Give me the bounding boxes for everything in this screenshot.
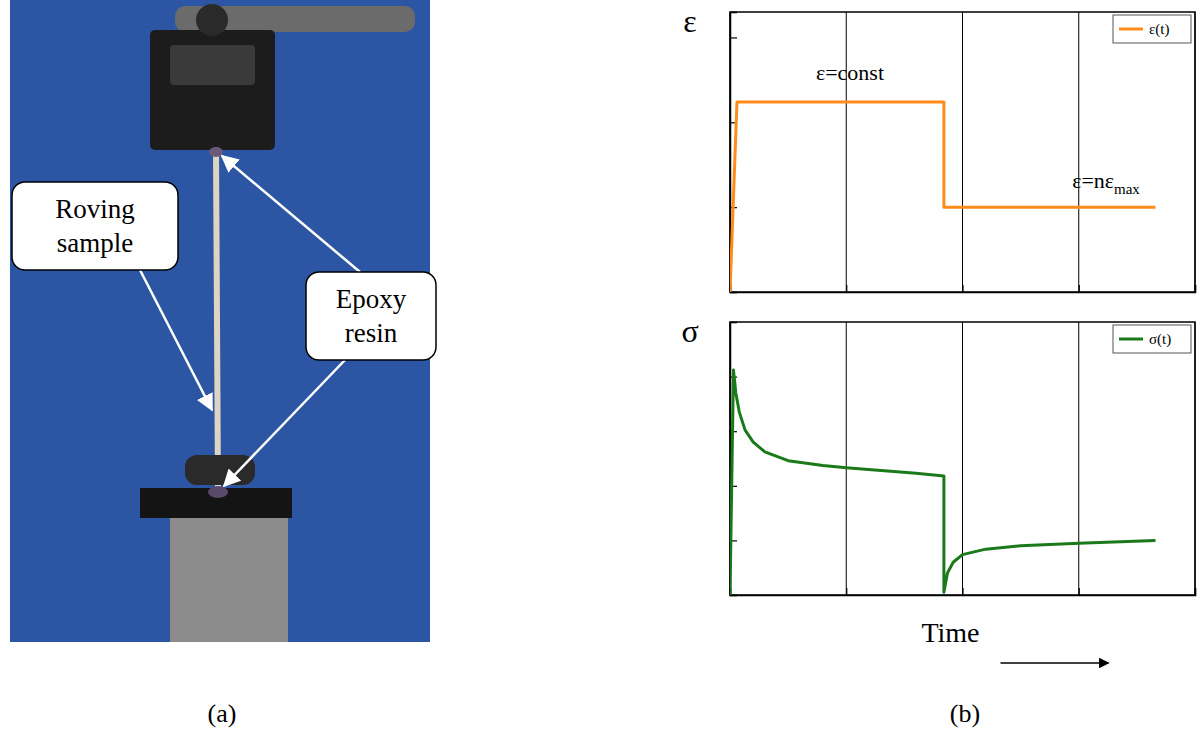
legend-label: ε(t) — [1149, 21, 1169, 38]
callout-box — [12, 182, 178, 270]
arrow-epoxy-top — [222, 156, 360, 272]
time-arrow — [1001, 662, 1109, 664]
grid-line — [962, 12, 963, 292]
axis-title: σ — [681, 313, 698, 349]
axis-title: ε — [683, 3, 696, 39]
axis-line — [731, 588, 1196, 596]
pulley — [185, 455, 255, 485]
chart: σ(t) σ Time — [681, 313, 1195, 663]
callout-box — [306, 272, 436, 360]
tick-mark — [1079, 285, 1080, 292]
epoxy-bottom — [208, 486, 228, 498]
tick-mark — [730, 37, 737, 38]
callout-label: Epoxyresin — [336, 284, 407, 348]
tick-mark — [1079, 588, 1080, 595]
epoxy-top — [209, 147, 223, 157]
grip-knob — [196, 4, 228, 36]
tick — [963, 285, 964, 292]
annotation: ε=const — [816, 60, 884, 85]
upper-grip — [150, 30, 275, 150]
panel-label: (a) — [208, 699, 237, 728]
grid-line — [1078, 12, 1079, 292]
tick — [730, 292, 737, 293]
axis-line — [731, 285, 1196, 293]
tick — [963, 588, 964, 595]
roving — [216, 150, 218, 490]
lower-grip-body — [170, 518, 288, 642]
grid — [730, 12, 1195, 292]
annotation: ε=nεmax — [1072, 168, 1140, 197]
legend-box — [1113, 325, 1191, 353]
arrow-roving — [140, 270, 212, 410]
legend: σ(t) — [1113, 325, 1191, 353]
legend-swatch — [1119, 28, 1143, 31]
tick — [846, 285, 847, 292]
plot-area — [730, 370, 1155, 595]
tick-mark — [846, 285, 847, 292]
tick — [1195, 588, 1196, 595]
figure: Rovingsample Epoxyresin ε(t) ε ε=const ε=nεma… — [0, 0, 1202, 751]
backdrop — [10, 0, 430, 642]
tick-mark — [1195, 285, 1196, 292]
grid-line — [1078, 322, 1079, 595]
tick — [1195, 285, 1196, 292]
callout-label: Rovingsample — [55, 194, 135, 258]
plot-area — [730, 102, 1155, 292]
grid — [730, 322, 1195, 595]
panel-a: Rovingsample Epoxyresin — [10, 0, 436, 642]
arrow-epoxy-bottom — [224, 360, 345, 486]
legend-box — [1113, 15, 1191, 43]
legend: ε(t) — [1113, 15, 1191, 43]
series-line — [730, 102, 1155, 292]
tick — [1079, 588, 1080, 595]
plot-frame — [730, 12, 1195, 292]
callout: Epoxyresin — [306, 272, 436, 360]
tick-mark — [962, 588, 963, 595]
tick-mark — [962, 285, 963, 292]
grid-line — [846, 12, 847, 292]
legend-swatch — [1119, 338, 1143, 341]
axis — [731, 285, 1196, 293]
axis — [731, 588, 1196, 596]
panel-label: (b) — [950, 699, 980, 728]
tick — [1079, 285, 1080, 292]
upper-grip-detail — [170, 45, 255, 85]
legend-label: σ(t) — [1149, 331, 1171, 348]
chart: ε(t) ε ε=const ε=nεmax — [683, 3, 1195, 293]
axis-title: Time — [921, 617, 979, 648]
tick-mark — [730, 292, 737, 293]
series-line — [730, 370, 1155, 595]
tick — [846, 588, 847, 595]
plot-frame — [730, 322, 1195, 595]
tick-mark — [1195, 588, 1196, 595]
tick — [730, 37, 737, 38]
grid-line — [846, 322, 847, 595]
tick-mark — [846, 588, 847, 595]
callout: Rovingsample — [12, 182, 178, 270]
